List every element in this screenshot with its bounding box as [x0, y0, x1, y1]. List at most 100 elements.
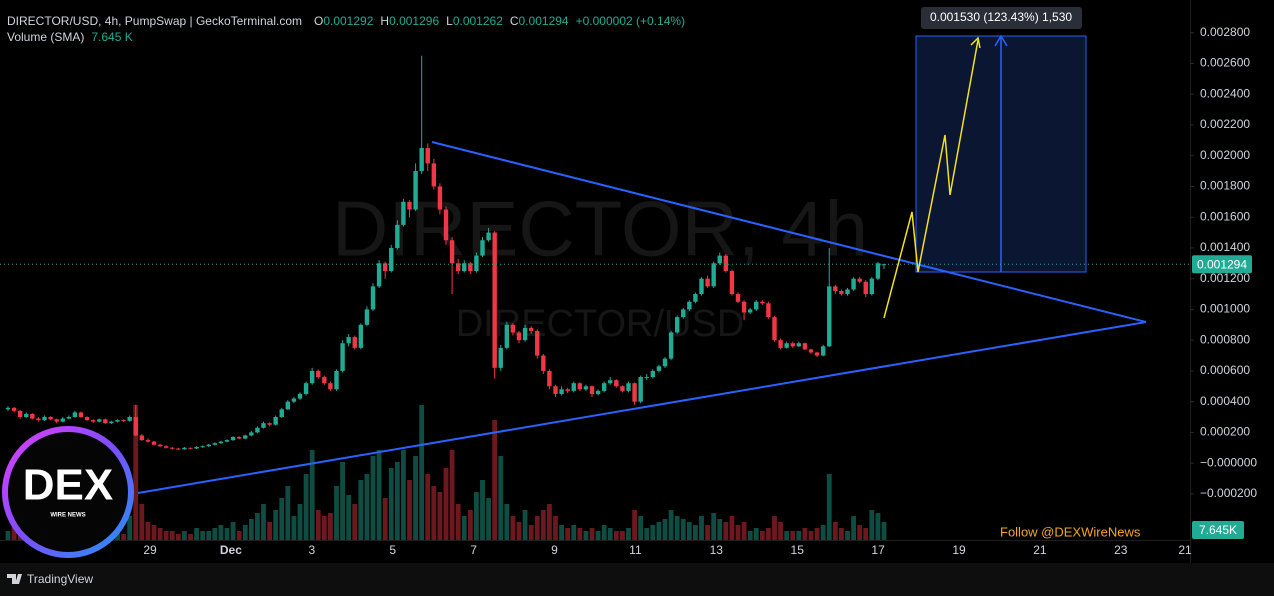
candle-body	[705, 278, 710, 287]
triangle-upper	[431, 141, 1147, 323]
volume-bar	[407, 480, 412, 540]
x-tick-label: 3	[308, 543, 315, 557]
volume-bar	[711, 513, 717, 540]
candle-body	[267, 423, 272, 425]
volume-bar	[680, 519, 686, 540]
candle-body	[735, 294, 741, 302]
candle-body	[547, 370, 552, 387]
candle-body	[541, 355, 546, 371]
volume-bar	[492, 420, 498, 540]
volume-bar	[778, 522, 783, 540]
x-tick-label: 15	[791, 543, 805, 557]
volume-bar	[133, 405, 139, 540]
candle-body	[638, 377, 643, 402]
candle-body	[413, 171, 418, 210]
y-tick-label: −0.000200	[1200, 486, 1257, 500]
legend-key: L	[446, 14, 453, 28]
volume-bar	[340, 462, 345, 540]
volume-bar	[443, 468, 449, 540]
candle-body	[309, 370, 315, 384]
projection-label: 0.001530 (123.43%) 1,530	[930, 10, 1072, 24]
volume-bar	[620, 531, 625, 540]
candle-body	[875, 263, 881, 279]
watermark: DIRECTOR, 4h	[332, 185, 868, 273]
volume-bar	[857, 525, 863, 540]
candle-body	[808, 349, 814, 353]
volume-bar	[705, 525, 710, 540]
candle-body	[820, 346, 826, 356]
footer-brand: TradingView	[27, 572, 93, 586]
candle-body	[662, 358, 668, 367]
candle-body	[200, 446, 205, 448]
candle-body	[182, 447, 187, 450]
candle-body	[157, 444, 163, 447]
logo-subtitle: WIRE NEWS	[50, 513, 85, 519]
candle-body	[674, 317, 680, 333]
volume-bar	[747, 531, 753, 540]
candle-body	[54, 419, 59, 422]
y-tick-label: 0.001000	[1200, 302, 1250, 316]
y-tick-label: 0.000600	[1200, 363, 1250, 377]
candle-body	[565, 389, 570, 391]
volume-value: 7.645 K	[91, 30, 133, 44]
last-price-label: 0.001294	[1197, 257, 1247, 271]
volume-bar	[784, 531, 790, 540]
candle-body	[851, 278, 856, 290]
candle-body	[644, 377, 649, 379]
x-tick-label: 17	[871, 543, 885, 557]
candle-body	[760, 301, 765, 304]
volume-bar	[534, 516, 540, 540]
y-tick-label: 0.002200	[1200, 117, 1250, 131]
volume-bar	[309, 450, 315, 540]
volume-bar	[686, 522, 692, 540]
volume-bar	[394, 462, 400, 540]
volume-bar	[224, 528, 230, 540]
candle-body	[492, 232, 497, 368]
candle-body	[109, 421, 114, 424]
change: +0.000002 (+0.14%)	[575, 14, 686, 28]
x-tick-label: 23	[1114, 543, 1128, 557]
x-tick-label: 5	[389, 543, 396, 557]
volume-bar	[601, 525, 607, 540]
volume-bar	[370, 456, 376, 540]
candle-body	[78, 412, 84, 418]
candle-body	[285, 401, 291, 410]
last-price-tag	[1192, 255, 1252, 274]
x-tick-label: 13	[710, 543, 724, 557]
volume-bar	[820, 525, 826, 540]
candle-body	[48, 417, 53, 420]
candle-body	[328, 383, 333, 390]
candle-body	[486, 232, 491, 241]
legend-key: O	[313, 14, 324, 28]
promo: Follow @DEXWireNews	[1000, 524, 1141, 539]
candle-body	[583, 386, 589, 390]
candle-body	[279, 409, 284, 418]
candle-body	[17, 410, 23, 418]
volume-bar	[376, 450, 382, 540]
candle-body	[772, 317, 777, 341]
volume-bar	[261, 504, 266, 540]
volume-bar	[11, 525, 17, 540]
candle-body	[699, 278, 704, 295]
volume-bar	[139, 504, 145, 540]
candle-body	[364, 309, 370, 325]
volume-bar	[401, 450, 406, 540]
volume-bar	[267, 522, 272, 540]
candle-body	[212, 443, 218, 445]
volume-bar	[145, 522, 151, 540]
candle-body	[346, 337, 351, 344]
volume-bar	[474, 492, 479, 540]
candle-body	[340, 343, 345, 371]
candle-body	[97, 419, 102, 422]
candle-body	[595, 390, 601, 394]
volume-bar	[242, 525, 248, 540]
volume-header: Volume (SMA) 7.645 K	[7, 30, 133, 44]
candle-body	[535, 330, 540, 356]
volume-bar	[863, 528, 869, 540]
header: DIRECTOR/USD, 4h, PumpSwap | GeckoTermin…	[7, 14, 685, 28]
volume-bar	[790, 531, 796, 540]
volume-bar	[668, 510, 674, 540]
volume-bar	[127, 516, 133, 540]
volume-bar	[188, 534, 193, 540]
